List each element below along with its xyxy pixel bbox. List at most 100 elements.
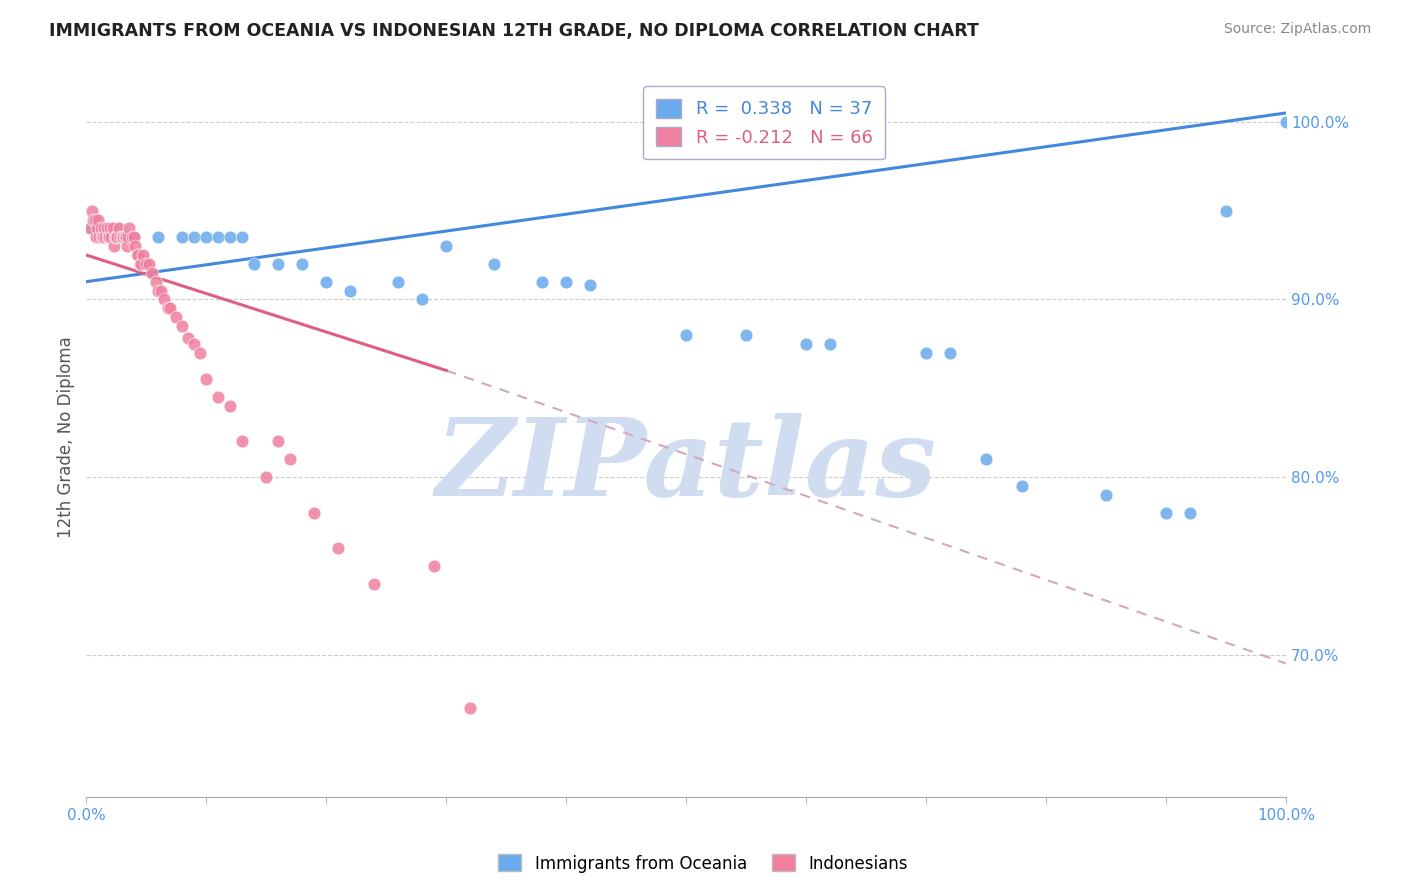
Point bbox=[423, 558, 446, 573]
Point bbox=[328, 541, 350, 555]
Point bbox=[98, 230, 121, 244]
Point bbox=[125, 248, 148, 262]
Point bbox=[124, 230, 146, 244]
Point bbox=[87, 212, 110, 227]
Point bbox=[531, 275, 554, 289]
Point bbox=[177, 331, 200, 345]
Point bbox=[939, 345, 962, 359]
Point bbox=[1154, 506, 1177, 520]
Point bbox=[195, 230, 218, 244]
Point bbox=[267, 257, 290, 271]
Point bbox=[98, 221, 121, 235]
Point bbox=[117, 230, 139, 244]
Point bbox=[124, 230, 146, 244]
Point bbox=[111, 230, 134, 244]
Point bbox=[79, 221, 101, 235]
Point bbox=[105, 221, 128, 235]
Point bbox=[131, 248, 153, 262]
Point bbox=[86, 221, 108, 235]
Point bbox=[96, 221, 118, 235]
Point bbox=[145, 275, 167, 289]
Point bbox=[219, 399, 242, 413]
Text: IMMIGRANTS FROM OCEANIA VS INDONESIAN 12TH GRADE, NO DIPLOMA CORRELATION CHART: IMMIGRANTS FROM OCEANIA VS INDONESIAN 12… bbox=[49, 22, 979, 40]
Point bbox=[141, 266, 163, 280]
Text: Source: ZipAtlas.com: Source: ZipAtlas.com bbox=[1223, 22, 1371, 37]
Point bbox=[107, 230, 129, 244]
Point bbox=[91, 230, 114, 244]
Point bbox=[1215, 203, 1237, 218]
Point bbox=[278, 452, 301, 467]
Point bbox=[82, 203, 104, 218]
Point bbox=[135, 257, 157, 271]
Point bbox=[267, 434, 290, 449]
Point bbox=[172, 230, 194, 244]
Legend: Immigrants from Oceania, Indonesians: Immigrants from Oceania, Indonesians bbox=[491, 847, 915, 880]
Point bbox=[195, 372, 218, 386]
Point bbox=[458, 701, 481, 715]
Point bbox=[1011, 479, 1033, 493]
Point bbox=[107, 221, 129, 235]
Point bbox=[818, 336, 841, 351]
Point bbox=[138, 257, 160, 271]
Point bbox=[291, 257, 314, 271]
Point bbox=[114, 230, 136, 244]
Point bbox=[411, 293, 433, 307]
Point bbox=[83, 212, 105, 227]
Point bbox=[579, 278, 602, 293]
Point bbox=[127, 248, 149, 262]
Point bbox=[207, 230, 229, 244]
Point bbox=[112, 230, 135, 244]
Point bbox=[1275, 115, 1298, 129]
Point bbox=[93, 221, 115, 235]
Point bbox=[105, 230, 128, 244]
Point bbox=[231, 230, 253, 244]
Point bbox=[188, 345, 211, 359]
Point bbox=[129, 257, 152, 271]
Point bbox=[675, 327, 697, 342]
Point bbox=[1178, 506, 1201, 520]
Point bbox=[219, 230, 242, 244]
Point bbox=[172, 319, 194, 334]
Point bbox=[159, 301, 181, 316]
Point bbox=[794, 336, 817, 351]
Point bbox=[302, 506, 325, 520]
Point bbox=[84, 230, 107, 244]
Point bbox=[148, 230, 170, 244]
Point bbox=[482, 257, 505, 271]
Point bbox=[974, 452, 997, 467]
Point bbox=[183, 230, 205, 244]
Point bbox=[735, 327, 758, 342]
Point bbox=[555, 275, 578, 289]
Point bbox=[90, 221, 112, 235]
Point bbox=[387, 275, 409, 289]
Point bbox=[118, 221, 141, 235]
Point bbox=[915, 345, 938, 359]
Point bbox=[89, 230, 111, 244]
Point bbox=[115, 239, 138, 253]
Point bbox=[153, 293, 176, 307]
Point bbox=[103, 239, 125, 253]
Y-axis label: 12th Grade, No Diploma: 12th Grade, No Diploma bbox=[58, 336, 75, 538]
Point bbox=[108, 230, 131, 244]
Point bbox=[101, 221, 124, 235]
Point bbox=[363, 576, 385, 591]
Point bbox=[104, 230, 127, 244]
Point bbox=[434, 239, 457, 253]
Text: ZIPatlas: ZIPatlas bbox=[436, 413, 936, 519]
Point bbox=[90, 230, 112, 244]
Point bbox=[94, 230, 117, 244]
Point bbox=[148, 284, 170, 298]
Point bbox=[121, 230, 143, 244]
Point bbox=[124, 239, 146, 253]
Point bbox=[149, 284, 172, 298]
Point bbox=[339, 284, 361, 298]
Point bbox=[98, 230, 121, 244]
Point bbox=[315, 275, 337, 289]
Point bbox=[207, 390, 229, 404]
Point bbox=[165, 310, 187, 325]
Point bbox=[100, 230, 122, 244]
Point bbox=[156, 301, 179, 316]
Point bbox=[131, 257, 153, 271]
Point bbox=[82, 221, 104, 235]
Point bbox=[254, 470, 277, 484]
